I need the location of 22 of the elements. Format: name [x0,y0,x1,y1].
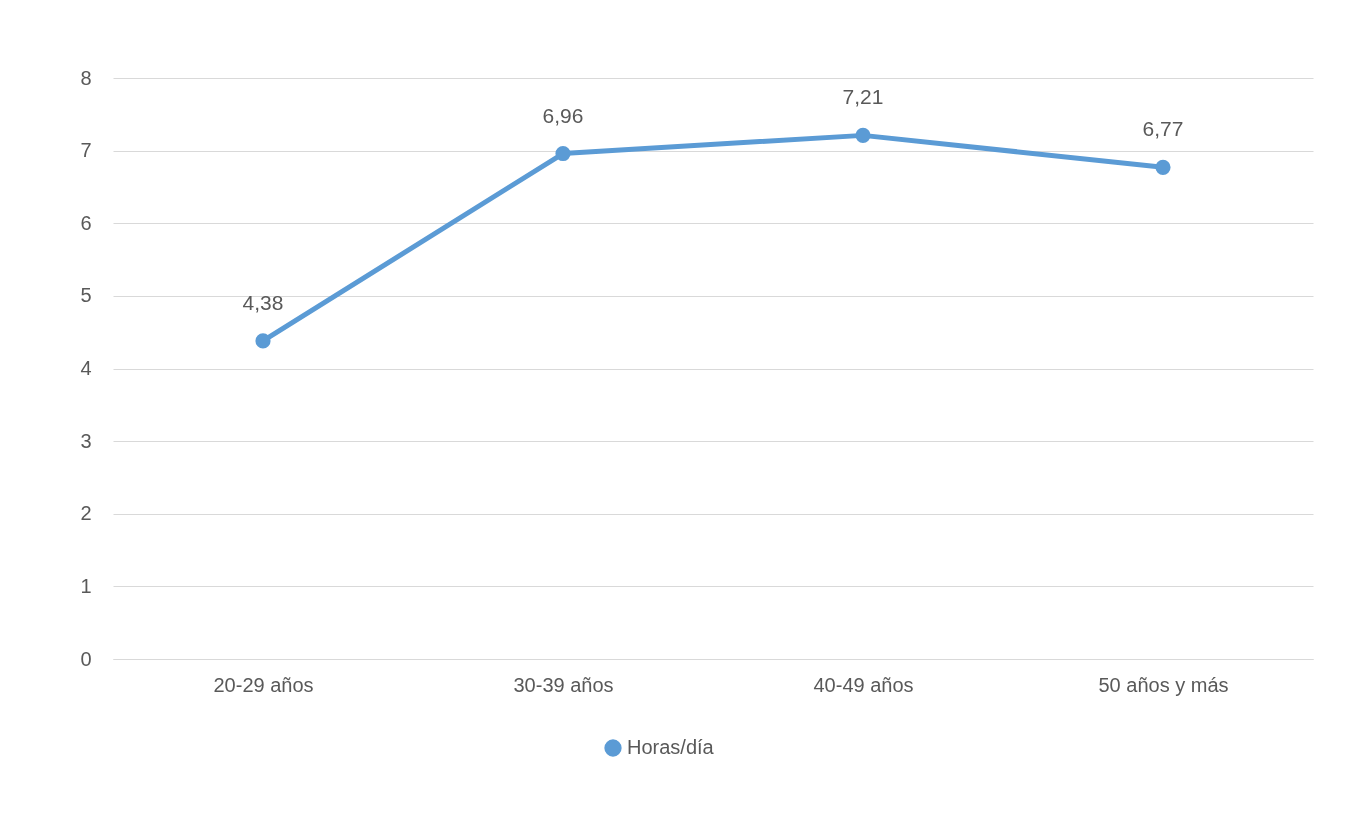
point [1155,159,1171,175]
legend-label: Horas/día [627,736,715,758]
point [255,333,271,349]
y-tick-label: 2 [80,502,92,525]
point [555,145,571,162]
data-label: 4,38 [242,290,284,314]
y-tick-label: 5 [80,284,92,307]
x-tick-label: 40-49 años [813,673,914,696]
y-tick-label: 6 [80,211,92,234]
y-tick-label: 3 [80,429,92,452]
x-tick-label: 50 años y más [1098,673,1229,696]
data-label: 6,77 [1142,117,1184,141]
x-tick-label: 30-39 años [513,673,614,696]
y-tick-label: 8 [80,66,92,89]
data-label: 6,96 [542,103,584,127]
point [855,127,871,143]
x-tick-label: 20-29 años [213,673,314,696]
data-label: 7,21 [842,85,884,109]
y-tick-label: 1 [80,574,92,597]
y-tick-label: 7 [80,139,92,162]
y-tick-label: 4 [80,357,92,379]
y-tick-label: 0 [80,647,92,670]
